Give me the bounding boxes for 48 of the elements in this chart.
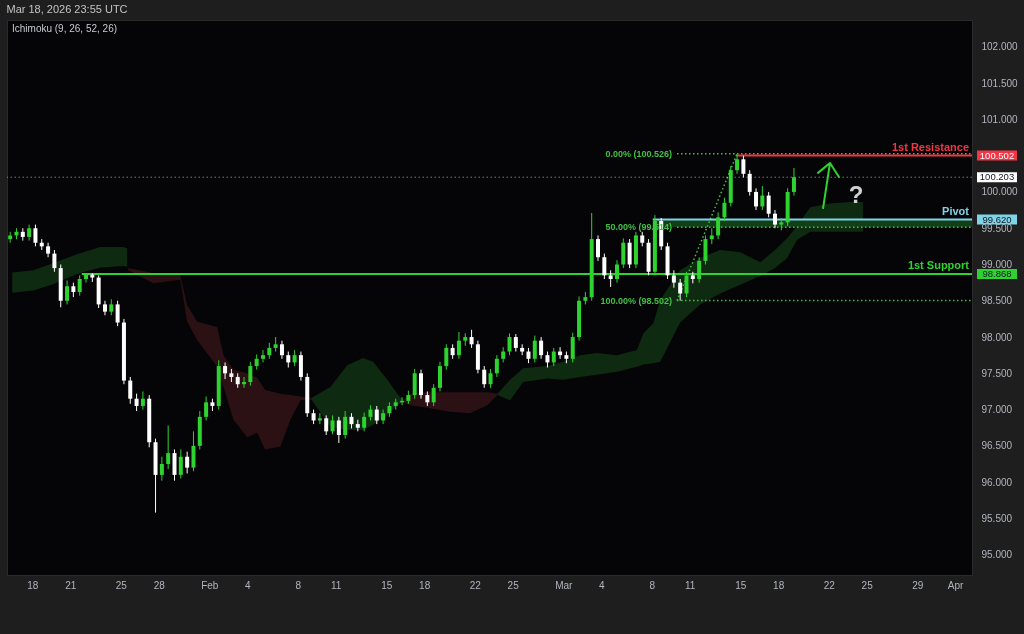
y-tick-label: 100.000 xyxy=(981,186,1019,198)
x-tick-label: 11 xyxy=(684,579,696,591)
y-tick-label: 98.000 xyxy=(981,331,1013,343)
x-tick-label: 18 xyxy=(773,579,785,591)
x-tick-label: 18 xyxy=(27,579,39,591)
x-tick-label: 22 xyxy=(823,579,836,591)
data-label: 100.502 xyxy=(979,149,1015,161)
y-tick-label: 95.500 xyxy=(981,512,1013,524)
series-label: Pivot xyxy=(942,204,970,217)
y-tick-label: 97.000 xyxy=(981,404,1013,416)
x-tick-label: 29 xyxy=(912,579,924,591)
x-tick-label: 25 xyxy=(115,579,128,591)
x-tick-label: 4 xyxy=(244,579,251,591)
series-label: 1st Support xyxy=(907,259,970,272)
y-tick-label: 95.000 xyxy=(981,549,1013,561)
y-tick-label: 102.000 xyxy=(981,41,1019,53)
ref-line-label: 100.203 xyxy=(979,171,1015,183)
series-label: 0.00% (100.526) xyxy=(605,148,673,159)
y-tick-label: 101.500 xyxy=(981,77,1019,89)
x-tick-label: 15 xyxy=(735,579,747,591)
annotation: ? xyxy=(848,181,864,208)
chart-title: Mar 18, 2026 23:55 UTC xyxy=(6,3,128,15)
x-tick-label: Mar xyxy=(555,579,574,591)
x-tick-label: Apr xyxy=(947,579,965,591)
x-tick-label: 11 xyxy=(330,579,342,591)
x-tick-label: 25 xyxy=(507,579,520,591)
data-label: 99.620 xyxy=(982,213,1012,225)
x-tick-label: 8 xyxy=(649,579,656,591)
y-tick-label: 98.500 xyxy=(981,295,1013,307)
x-tick-label: 8 xyxy=(295,579,302,591)
x-tick-label: 15 xyxy=(381,579,393,591)
y-tick-label: 96.000 xyxy=(981,476,1013,488)
y-tick-label: 99.500 xyxy=(981,222,1013,234)
x-tick-label: 18 xyxy=(419,579,431,591)
annotation: Ichimoku (9, 26, 52, 26) xyxy=(12,23,118,34)
y-tick-label: 99.000 xyxy=(981,258,1013,270)
series-label: 100.00% (98.502) xyxy=(600,295,673,306)
x-tick-label: 21 xyxy=(65,579,77,591)
x-tick-label: 4 xyxy=(598,579,605,591)
x-tick-label: 22 xyxy=(469,579,482,591)
y-tick-label: 97.500 xyxy=(981,367,1013,379)
y-tick-label: 101.000 xyxy=(981,113,1019,125)
data-label: 98.868 xyxy=(982,268,1012,280)
x-tick-label: 25 xyxy=(861,579,874,591)
x-tick-label: Feb xyxy=(201,579,219,591)
x-tick-label: 28 xyxy=(153,579,166,591)
y-tick-label: 96.500 xyxy=(981,440,1013,452)
series-label: 1st Resistance xyxy=(891,140,969,153)
